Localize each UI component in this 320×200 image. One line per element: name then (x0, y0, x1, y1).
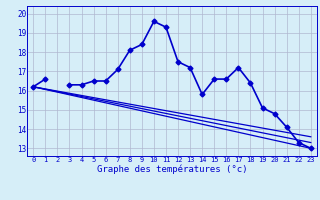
X-axis label: Graphe des températures (°c): Graphe des températures (°c) (97, 164, 247, 174)
